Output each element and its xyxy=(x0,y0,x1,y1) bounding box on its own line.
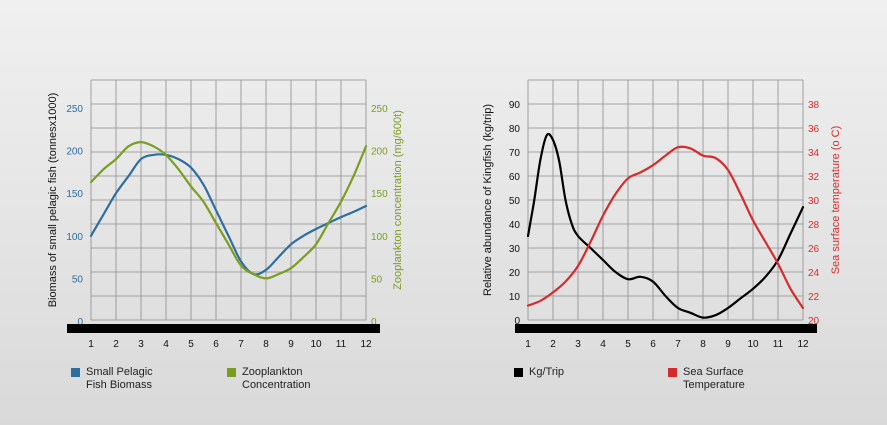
x-tick-label: 10 xyxy=(310,339,322,350)
x-tick-label: 11 xyxy=(336,339,347,350)
y-left-tick-label: 80 xyxy=(509,124,521,135)
y-right-tick-label: 20 xyxy=(808,316,820,327)
x-tick-label: 4 xyxy=(600,339,606,350)
legend-label: Sea Surface Temperature xyxy=(683,366,745,391)
x-tick-label: 5 xyxy=(188,339,194,350)
y-right-tick-label: 22 xyxy=(808,292,820,303)
y-right-tick-label: 100 xyxy=(371,232,388,243)
legend-swatch-blue xyxy=(71,368,80,377)
legend-swatch-green xyxy=(227,368,236,377)
y-left-tick-label: 20 xyxy=(509,268,521,279)
y-right-tick-label: 38 xyxy=(808,100,820,111)
fish-zooplankton-chart: 0 50 100 150 200 250 0 50 100 150 200 250 Biomass of… xyxy=(47,79,404,350)
grid xyxy=(90,79,367,321)
series-line-kg-trip xyxy=(526,132,805,319)
x-tick-label: 6 xyxy=(213,339,219,350)
x-tick-label: 12 xyxy=(797,339,809,350)
y-left-tick-label: 50 xyxy=(72,274,84,285)
legend-item-sea-temperature: Sea Surface Temperature xyxy=(668,366,818,396)
y-right-tick-label: 150 xyxy=(371,189,388,200)
y-right-tick-label: 34 xyxy=(808,148,820,159)
x-tick-label: 7 xyxy=(238,339,244,350)
y-left-tick-label: 70 xyxy=(509,148,521,159)
x-tick-label: 2 xyxy=(550,339,556,350)
x-tick-label: 7 xyxy=(675,339,681,350)
y-left-tick-label: 250 xyxy=(66,104,83,115)
x-tick-label: 12 xyxy=(360,339,372,350)
y-right-tick-label: 36 xyxy=(808,124,820,135)
y-left-tick-label: 10 xyxy=(509,292,521,303)
x-tick-label: 2 xyxy=(113,339,119,350)
legend-item-fish-biomass: Small Pelagic Fish Biomass xyxy=(71,366,221,396)
y-right-tick-label: 50 xyxy=(371,274,383,285)
y-right-tick-label: 30 xyxy=(808,196,820,207)
x-tick-label: 11 xyxy=(773,339,784,350)
y-left-axis-label: Biomass of small pelagic fish (tonnesx10… xyxy=(47,93,59,308)
legend-label: Kg/Trip xyxy=(529,366,565,378)
series-line-zooplankton-concentration xyxy=(89,141,368,280)
x-tick-label: 4 xyxy=(163,339,169,350)
kingfish-temperature-chart: 010203040506070809020222426283032343638R… xyxy=(482,79,842,350)
y-left-tick-label: 200 xyxy=(66,147,83,158)
y-left-tick-label: 100 xyxy=(66,232,83,243)
legend-label: Small Pelagic Fish Biomass xyxy=(86,366,153,391)
y-right-tick-label: 26 xyxy=(808,244,820,255)
y-left-tick-label: 0 xyxy=(77,317,83,328)
grid xyxy=(527,79,804,321)
x-tick-label: 10 xyxy=(747,339,759,350)
y-right-tick-label: 28 xyxy=(808,220,820,231)
x-tick-label: 9 xyxy=(288,339,294,350)
x-tick-label: 1 xyxy=(525,339,531,350)
y-left-tick-label: 40 xyxy=(509,220,521,231)
y-right-tick-label: 200 xyxy=(371,147,388,158)
x-tick-label: 8 xyxy=(700,339,706,350)
y-right-axis-label: Sea surface temperature (o C) xyxy=(830,126,842,275)
series-line-sea-surface-temperature xyxy=(526,145,805,310)
y-left-axis-label: Relative abundance of Kingfish (kg/trip) xyxy=(482,104,494,296)
y-left-tick-label: 60 xyxy=(509,172,521,183)
y-left-tick-label: 50 xyxy=(509,196,521,207)
y-left-tick-label: 90 xyxy=(509,100,521,111)
y-right-tick-label: 32 xyxy=(808,172,820,183)
y-right-tick-label: 250 xyxy=(371,104,388,115)
x-tick-label: 3 xyxy=(575,339,581,350)
y-right-tick-label: 0 xyxy=(371,317,377,328)
legend-swatch-black xyxy=(514,368,523,377)
x-tick-label: 9 xyxy=(725,339,731,350)
series-line-small-pelagic-fish-biomass xyxy=(89,153,368,276)
legend-item-zooplankton: Zooplankton Concentration xyxy=(227,366,377,396)
legend-swatch-red xyxy=(668,368,677,377)
x-tick-label: 8 xyxy=(263,339,269,350)
x-tick-label: 3 xyxy=(138,339,144,350)
y-right-axis-label: Zooplankton concentration (mg/600t) xyxy=(392,110,404,290)
x-axis-bar xyxy=(67,324,380,333)
x-tick-label: 5 xyxy=(625,339,631,350)
x-tick-label: 1 xyxy=(88,339,94,350)
y-right-tick-label: 24 xyxy=(808,268,820,279)
x-tick-label: 6 xyxy=(650,339,656,350)
x-axis-bar xyxy=(515,324,817,333)
y-left-tick-label: 30 xyxy=(509,244,521,255)
legend-item-kg-trip: Kg/Trip xyxy=(514,366,664,396)
y-left-tick-label: 0 xyxy=(514,316,520,327)
y-left-tick-label: 150 xyxy=(66,189,83,200)
legend-label: Zooplankton Concentration xyxy=(242,366,311,391)
